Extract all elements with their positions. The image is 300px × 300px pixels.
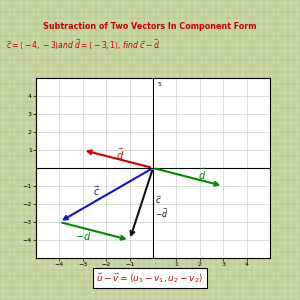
- Text: 5: 5: [158, 82, 162, 87]
- Text: $\vec{d}$: $\vec{d}$: [198, 167, 206, 182]
- Text: $\vec{c}$: $\vec{c}$: [93, 185, 101, 198]
- Text: $\vec{c} = \langle -4, -3\rangle$$and$ $\vec{d} = \langle -3, 1\rangle$, find $\: $\vec{c} = \langle -4, -3\rangle$$and$ $…: [6, 37, 161, 51]
- Text: $\vec{c}$: $\vec{c}$: [155, 194, 162, 206]
- Text: $\vec{d}$: $\vec{d}$: [116, 147, 124, 162]
- Text: $-\vec{d}$: $-\vec{d}$: [155, 206, 169, 220]
- Text: $\vec{u} - \vec{v} = \langle u_1 - v_1, u_2 - v_2 \rangle$: $\vec{u} - \vec{v} = \langle u_1 - v_1, …: [96, 272, 204, 285]
- Text: Subtraction of Two Vectors In Component Form: Subtraction of Two Vectors In Component …: [43, 22, 257, 31]
- Text: $-\vec{d}$: $-\vec{d}$: [75, 228, 91, 243]
